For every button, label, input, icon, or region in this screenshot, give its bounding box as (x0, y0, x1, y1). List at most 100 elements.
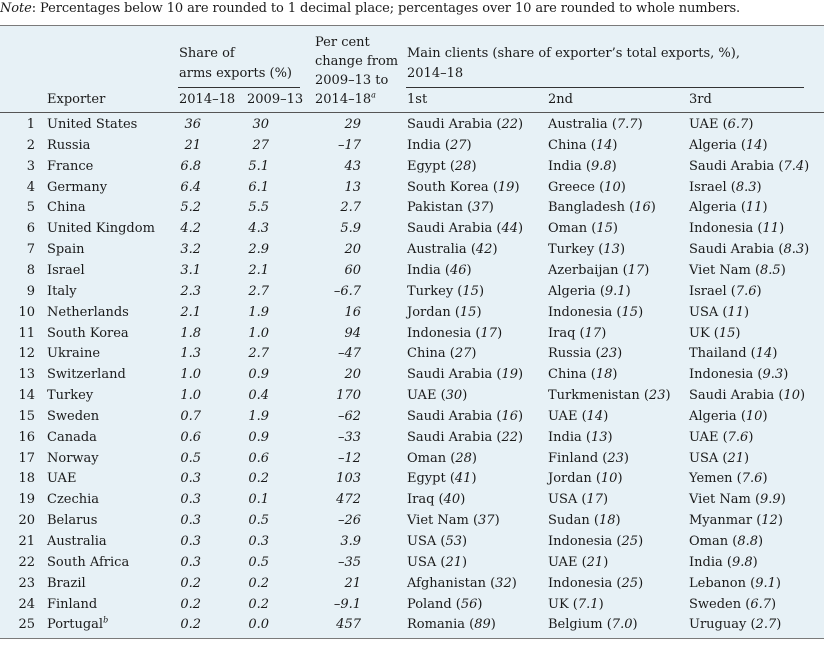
table-row: 11 South Korea 1.8 1.0 94 Indonesia (17) Iraq … (0, 324, 824, 344)
client-share: 21 (586, 554, 604, 570)
client-share: 28 (454, 158, 472, 174)
client-share: 15 (462, 283, 479, 299)
first-client-cell: Oman (28) (407, 450, 477, 466)
table-panel (0, 26, 824, 638)
exporter-name: Norway (47, 450, 99, 466)
exporter-cell: UAE (47, 469, 76, 489)
client-share: 8.8 (737, 534, 758, 549)
note-text: : Percentages below 10 are rounded to 1 … (31, 1, 741, 16)
share-2014-18-cell: 6.8 (180, 158, 201, 174)
exporter-cell: Israel (47, 261, 85, 281)
client-share: 11 (727, 304, 745, 320)
share-2014-18-cell: 3.2 (180, 242, 201, 258)
exporter-cell: Canada (47, 428, 97, 448)
share-2009-13-cell: 2.7 (248, 346, 269, 362)
client-share: 32 (495, 575, 512, 591)
client-share: 16 (634, 200, 651, 216)
client-share: 9.8 (731, 554, 753, 570)
rank-cell: 19 (18, 492, 35, 508)
share-2014-18-cell: 3.1 (180, 262, 201, 278)
exporter-cell: France (47, 157, 93, 177)
share-2009-13-cell: 5.5 (248, 200, 269, 216)
first-client-header: 1st (407, 92, 428, 107)
change-cell: –35 (337, 554, 361, 570)
exporter-cell: South Korea (47, 324, 129, 344)
share-2009-13-cell: 4.3 (248, 221, 269, 237)
client-name: Egypt ( (407, 471, 455, 487)
second-client-cell: Russia (23) (548, 346, 623, 362)
client-share: 8.3 (783, 242, 805, 258)
table-row: 24 Finland 0.2 0.2 –9.1 Poland (56) UK (7.1) Sw… (0, 595, 824, 615)
share-2014-18-cell: 0.2 (180, 575, 201, 591)
exporter-name: Switzerland (47, 367, 126, 383)
client-share: 7.6 (741, 471, 763, 487)
client-share: 11 (745, 200, 763, 216)
client-share: 41 (454, 471, 472, 487)
exporter-cell: Finland (47, 595, 97, 615)
change-header-line4: 2014–18a (315, 90, 376, 107)
client-name: UAE ( (689, 117, 728, 132)
first-client-cell: Poland (56) (407, 596, 483, 612)
exporter-column-header: Exporter (47, 92, 106, 107)
second-client-cell: Oman (15) (548, 221, 618, 237)
share-2009-13-cell: 0.0 (248, 617, 269, 633)
share-2014-18-cell: 0.3 (180, 554, 201, 570)
exporter-cell: Turkey (47, 386, 93, 406)
third-client-cell: Sweden (6.7) (689, 596, 777, 612)
client-share: 56 (460, 596, 478, 612)
second-client-cell: Turkmenistan (23) (548, 388, 671, 404)
third-client-cell: Oman (8.8) (689, 534, 764, 549)
exporter-name: China (47, 200, 86, 216)
table-row: 23 Brazil 0.2 0.2 21 Afghanistan (32) Indonesi… (0, 574, 824, 594)
share-2014-18-cell: 6.4 (180, 179, 201, 195)
footnote-marker: b (103, 616, 109, 626)
client-share: 44 (501, 221, 518, 237)
share-2014-18-cell: 1.3 (180, 346, 201, 362)
exporter-name: Czechia (47, 492, 100, 508)
client-share: 7.7 (616, 117, 638, 132)
second-client-cell: Australia (7.7) (548, 117, 643, 132)
client-share: 19 (501, 367, 518, 383)
client-name: China ( (548, 137, 596, 153)
client-share: 22 (501, 117, 518, 132)
client-share: 7.6 (735, 283, 757, 299)
client-name: Turkmenistan ( (548, 388, 649, 404)
share-2014-18-cell: 1.0 (180, 388, 201, 404)
change-cell: –26 (337, 513, 361, 529)
first-client-cell: USA (53) (407, 534, 468, 549)
client-name: Saudi Arabia ( (407, 408, 502, 424)
first-client-cell: Afghanistan (32) (407, 575, 517, 591)
client-share: 9.1 (604, 283, 626, 299)
table-row: 16 Canada 0.6 0.9 –33 Saudi Arabia (22) India … (0, 428, 824, 448)
second-client-cell: UK (7.1) (548, 596, 604, 612)
client-share: 37 (478, 513, 495, 529)
client-share: 17 (586, 492, 604, 508)
header-bottom-rule (0, 112, 824, 113)
client-name: Algeria ( (689, 137, 746, 153)
share-2014-18-cell: 36 (184, 117, 201, 132)
exporter-name: Canada (47, 429, 97, 445)
second-client-cell: Indonesia (25) (548, 534, 644, 549)
client-name: Lebanon ( (689, 575, 756, 591)
third-client-cell: Viet Nam (8.5) (689, 262, 786, 278)
client-share: 37 (472, 200, 489, 216)
exporter-name: Russia (47, 137, 91, 153)
client-share: 21 (727, 450, 745, 466)
client-share: 10 (604, 179, 621, 195)
change-cell: –62 (337, 408, 361, 424)
third-client-cell: Israel (7.6) (689, 283, 762, 299)
change-cell: 21 (344, 575, 361, 591)
second-client-cell: China (18) (548, 367, 618, 383)
client-name: Saudi Arabia ( (407, 429, 502, 445)
client-name: Indonesia ( (689, 221, 763, 237)
second-client-cell: Sudan (18) (548, 513, 621, 529)
table-row: 5 China 5.2 5.5 2.7 Pakistan (37) Bangladesh (… (0, 198, 824, 218)
second-client-cell: Bangladesh (16) (548, 200, 656, 216)
second-client-cell: Algeria (9.1) (548, 283, 631, 299)
client-name: UAE ( (407, 388, 446, 404)
client-name: Indonesia ( (548, 534, 622, 549)
table-row: 15 Sweden 0.7 1.9 –62 Saudi Arabia (16) UAE (1… (0, 407, 824, 427)
third-client-cell: USA (11) (689, 304, 750, 320)
share-2014-18-cell: 1.0 (180, 367, 201, 383)
rank-cell: 1 (26, 117, 35, 132)
